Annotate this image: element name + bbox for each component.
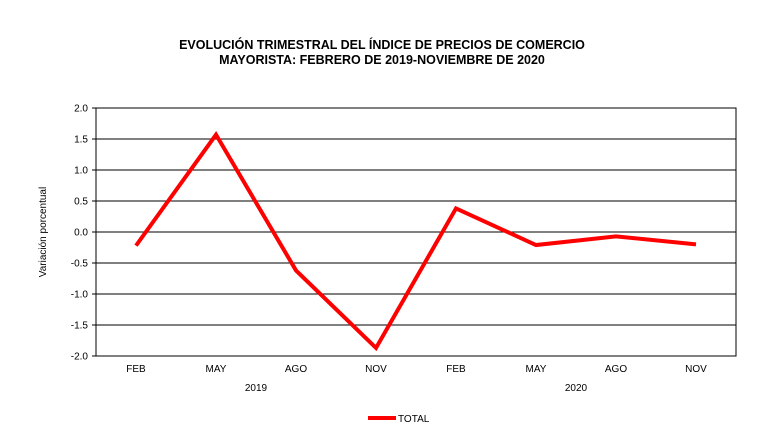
plot-frame (95, 107, 737, 357)
y-tick-label: -1.5 (71, 321, 89, 332)
x-tick-label: AGO (285, 364, 307, 375)
y-tick-label: -2.0 (71, 352, 89, 363)
y-tick-label: 0.0 (74, 228, 88, 239)
x-group-label: 2020 (565, 383, 588, 394)
legend-label: TOTAL (398, 414, 430, 425)
x-tick-label: AGO (605, 364, 627, 375)
x-group-label: 2019 (245, 383, 268, 394)
x-tick-label: NOV (365, 364, 387, 375)
x-tick-label: FEB (126, 364, 146, 375)
y-tick-label: 1.0 (74, 166, 88, 177)
x-tick-label: MAY (206, 364, 227, 375)
x-tick-label: NOV (685, 364, 707, 375)
y-tick-label: 1.5 (74, 135, 88, 146)
x-tick-label: FEB (446, 364, 466, 375)
chart-title-line-1: EVOLUCIÓN TRIMESTRAL DEL ÍNDICE DE PRECI… (179, 38, 585, 52)
y-tick-label: -1.0 (71, 290, 89, 301)
series-line-total (134, 131, 697, 352)
y-tick-label: 2.0 (74, 104, 88, 115)
y-axis-label: Variación porcentual (38, 187, 49, 277)
x-tick-label: MAY (526, 364, 547, 375)
y-tick-label: 0.5 (74, 197, 88, 208)
chart-title-line-2: MAYORISTA: FEBRERO DE 2019-NOVIEMBRE DE … (219, 53, 545, 67)
y-tick-label: -0.5 (71, 259, 89, 270)
